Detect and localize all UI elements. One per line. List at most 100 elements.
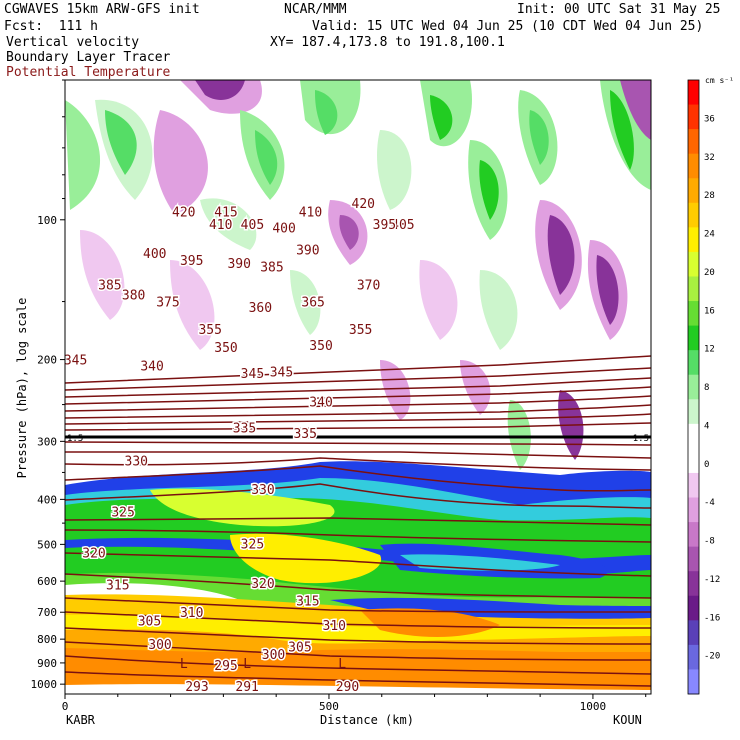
x-tick-label: 0 — [62, 700, 69, 713]
y-tick-layer: 100 200 300 400 500 600 700 800 900 1000 — [31, 79, 65, 691]
theta-contour-label: 415 — [214, 206, 237, 221]
right-station-label: KOUN — [613, 713, 642, 727]
pv-label-right: 1.5 — [633, 434, 649, 444]
colorbar-swatch — [688, 644, 699, 670]
colorbar-tick-label: 28 — [704, 191, 715, 201]
theta-contour-label: 340 — [140, 360, 163, 375]
theta-contour-label: 385 — [98, 279, 121, 294]
theta-contour-label: 291 — [235, 680, 258, 695]
theta-contour-label: 375 — [156, 296, 179, 311]
y-tick-label: 100 — [37, 214, 57, 227]
source-label: NCAR/MMM — [284, 2, 347, 17]
colorbar-tick-label: -12 — [704, 575, 720, 585]
theta-contour-label: 345 — [241, 367, 264, 382]
theta-contour-label: 350 — [309, 339, 332, 354]
forecast-hour: Fcst: 111 h — [4, 19, 98, 34]
y-tick-label: 500 — [37, 538, 57, 551]
y-tick-label: 600 — [37, 575, 57, 588]
colorbar-tick-label: -8 — [704, 537, 715, 547]
colorbar-tick-label: 4 — [704, 421, 709, 431]
y-tick-label: 700 — [37, 606, 57, 619]
colorbar-swatch — [688, 374, 699, 400]
x-tick-label: 1000 — [580, 700, 607, 713]
theta-contour-label: 315 — [296, 594, 319, 609]
field-boundary-layer-tracer: Boundary Layer Tracer — [6, 50, 171, 65]
theta-contour-label: 395 — [373, 218, 396, 233]
y-tick-label: 800 — [37, 633, 57, 646]
theta-contour-label: 355 — [349, 323, 372, 338]
colorbar-swatch — [688, 178, 699, 204]
colorbar-tick-label: 20 — [704, 268, 715, 278]
theta-contour-label: 310 — [323, 619, 346, 634]
colorbar-tick-label: -20 — [704, 652, 720, 662]
theta-contour-label: 360 — [249, 301, 272, 316]
colorbar-tick-label: 12 — [704, 345, 715, 355]
x-tick-layer: 0 500 1000 — [62, 694, 647, 713]
colorbar-swatch — [688, 251, 699, 277]
theta-contour-label: 385 — [260, 260, 283, 275]
theta-contour-label: 295 — [214, 659, 237, 674]
x-axis-label: Distance (km) — [320, 713, 414, 727]
theta-contour-label: 320 — [82, 546, 105, 561]
colorbar: 36 32 28 24 20 16 12 8 4 0 -4 -8 -12 -16 -20 — [687, 79, 720, 695]
theta-contour-label: 310 — [180, 606, 203, 621]
theta-contour-label: 300 — [148, 638, 171, 653]
colorbar-swatch — [688, 522, 699, 548]
theta-contour-label: 290 — [336, 680, 359, 695]
model-title: CGWAVES 15km ARW-GFS init — [4, 2, 200, 17]
low-marker: L — [180, 657, 188, 672]
theta-contour-label: 325 — [111, 506, 134, 521]
theta-contour-label: 315 — [106, 578, 129, 593]
theta-contour-label: 365 — [301, 296, 324, 311]
lower-tracer-fields — [65, 461, 651, 694]
plot-frame — [64, 79, 652, 695]
y-tick-label: 1000 — [31, 678, 58, 691]
y-tick-label: 400 — [37, 493, 57, 506]
theta-contour-label: 410 — [209, 218, 232, 233]
theta-contour-label: 395 — [180, 254, 203, 269]
colorbar-swatch — [688, 448, 699, 474]
init-time: Init: 00 UTC Sat 31 May 25 — [517, 2, 721, 17]
theta-contour-label: 305 — [288, 641, 311, 656]
colorbar-swatch — [688, 669, 699, 695]
colorbar-tick-label: 8 — [704, 383, 709, 393]
colorbar-swatch — [688, 595, 699, 621]
y-tick-label: 300 — [37, 435, 57, 448]
colorbar-tick-label: 16 — [704, 306, 715, 316]
theta-contour-label: 325 — [241, 538, 264, 553]
colorbar-frame — [687, 79, 700, 695]
theta-contour-label: 410 — [299, 206, 322, 221]
theta-contour-label: 380 — [122, 289, 145, 304]
colorbar-swatch — [688, 497, 699, 523]
theta-contour-label: 340 — [309, 395, 332, 410]
colorbar-tick-label: -4 — [704, 498, 715, 508]
theta-contour-label: 305 — [138, 615, 161, 630]
colorbar-swatch — [688, 423, 699, 449]
theta-contour-label: 293 — [185, 680, 208, 695]
theta-contour-label: 335 — [293, 427, 316, 442]
colorbar-swatch — [688, 129, 699, 155]
theta-contour-label: 420 — [352, 197, 375, 212]
theta-contour-label: 345 — [270, 365, 293, 380]
low-marker: L — [338, 657, 346, 672]
theta-contour-label: 370 — [357, 279, 380, 294]
theta-contour-label: 355 — [198, 323, 221, 338]
theta-contour-label: 390 — [296, 244, 319, 259]
theta-contour-label: 420 — [172, 206, 195, 221]
low-marker: L — [243, 657, 251, 672]
theta-contour-label: 400 — [143, 247, 166, 262]
colorbar-tick-label: -16 — [704, 613, 720, 623]
colorbar-swatch — [688, 571, 699, 597]
theta-contour-label: 345 — [64, 354, 87, 369]
colorbar-swatch — [688, 350, 699, 376]
left-station-label: KABR — [66, 713, 95, 727]
colorbar-swatch — [688, 472, 699, 499]
theta-contour-label: 400 — [272, 222, 295, 237]
y-tick-label: 200 — [37, 354, 57, 367]
y-tick-label: 900 — [37, 657, 57, 670]
pv-label-left: 1.5 — [67, 434, 83, 444]
theta-contour-label: 300 — [262, 648, 285, 663]
colorbar-tick-label: 24 — [704, 230, 715, 240]
colorbar-swatch — [688, 620, 699, 646]
